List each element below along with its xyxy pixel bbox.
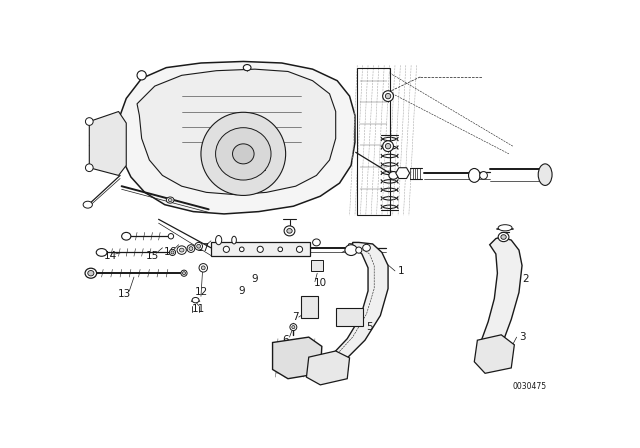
Ellipse shape [287,228,292,233]
Ellipse shape [137,71,147,80]
Ellipse shape [257,246,263,252]
Ellipse shape [243,65,251,71]
Text: 16: 16 [164,247,177,258]
Ellipse shape [385,143,391,149]
Polygon shape [273,337,322,379]
Text: 11: 11 [192,304,205,314]
Text: 1: 1 [398,266,404,276]
Ellipse shape [187,245,195,252]
Ellipse shape [168,233,173,239]
Text: 2: 2 [259,163,266,173]
Ellipse shape [181,270,187,276]
Ellipse shape [383,141,394,151]
Bar [311,260,323,271]
Ellipse shape [86,164,93,172]
Ellipse shape [177,246,186,254]
Ellipse shape [88,271,94,276]
Ellipse shape [86,118,93,125]
Polygon shape [307,351,349,385]
Text: 3: 3 [519,332,525,342]
Text: 8: 8 [346,243,353,253]
Ellipse shape [201,112,285,195]
Ellipse shape [216,128,271,180]
Ellipse shape [296,246,303,252]
Polygon shape [396,168,410,178]
Text: 10: 10 [314,278,327,288]
Ellipse shape [312,239,320,246]
Text: 14: 14 [104,250,118,260]
Ellipse shape [170,250,175,255]
Text: 6: 6 [282,335,289,345]
Ellipse shape [538,164,552,185]
Bar [211,242,310,256]
Text: 9: 9 [252,274,258,284]
Text: 0030475: 0030475 [513,382,547,391]
Text: 4: 4 [316,363,322,373]
Polygon shape [310,242,388,379]
Ellipse shape [356,247,362,253]
Ellipse shape [192,297,199,303]
Text: 13: 13 [117,289,131,299]
Ellipse shape [96,249,107,256]
Ellipse shape [389,172,398,179]
Ellipse shape [179,248,184,252]
Text: 17: 17 [196,243,210,253]
Text: 7: 7 [292,312,299,322]
Ellipse shape [182,271,186,275]
Ellipse shape [83,201,92,208]
Ellipse shape [501,235,506,239]
Bar [301,296,318,318]
Ellipse shape [290,323,297,331]
Ellipse shape [480,172,488,179]
Ellipse shape [385,94,391,99]
Bar [336,308,364,326]
Polygon shape [479,237,522,360]
Ellipse shape [195,242,202,250]
Ellipse shape [383,91,394,102]
Text: 9: 9 [239,286,245,296]
Ellipse shape [363,244,371,251]
Ellipse shape [168,198,172,202]
Ellipse shape [171,251,174,254]
Ellipse shape [232,144,254,164]
Ellipse shape [292,326,295,329]
Ellipse shape [196,244,200,248]
Ellipse shape [223,246,230,252]
Polygon shape [474,335,515,373]
Ellipse shape [284,226,295,236]
Polygon shape [90,112,126,176]
Ellipse shape [199,263,207,272]
Ellipse shape [468,168,480,182]
Text: 2: 2 [522,274,529,284]
Ellipse shape [498,225,512,231]
Polygon shape [120,61,355,214]
Polygon shape [137,69,336,195]
Ellipse shape [122,233,131,240]
Ellipse shape [232,236,236,244]
Ellipse shape [345,245,357,255]
Text: 12: 12 [195,288,207,297]
Text: 15: 15 [146,250,159,260]
Ellipse shape [189,247,193,250]
Text: 5: 5 [366,322,373,332]
Ellipse shape [278,247,283,252]
Ellipse shape [85,268,97,278]
Ellipse shape [239,247,244,252]
Ellipse shape [166,197,174,203]
Ellipse shape [202,266,205,270]
Ellipse shape [498,233,509,241]
Ellipse shape [216,236,221,245]
